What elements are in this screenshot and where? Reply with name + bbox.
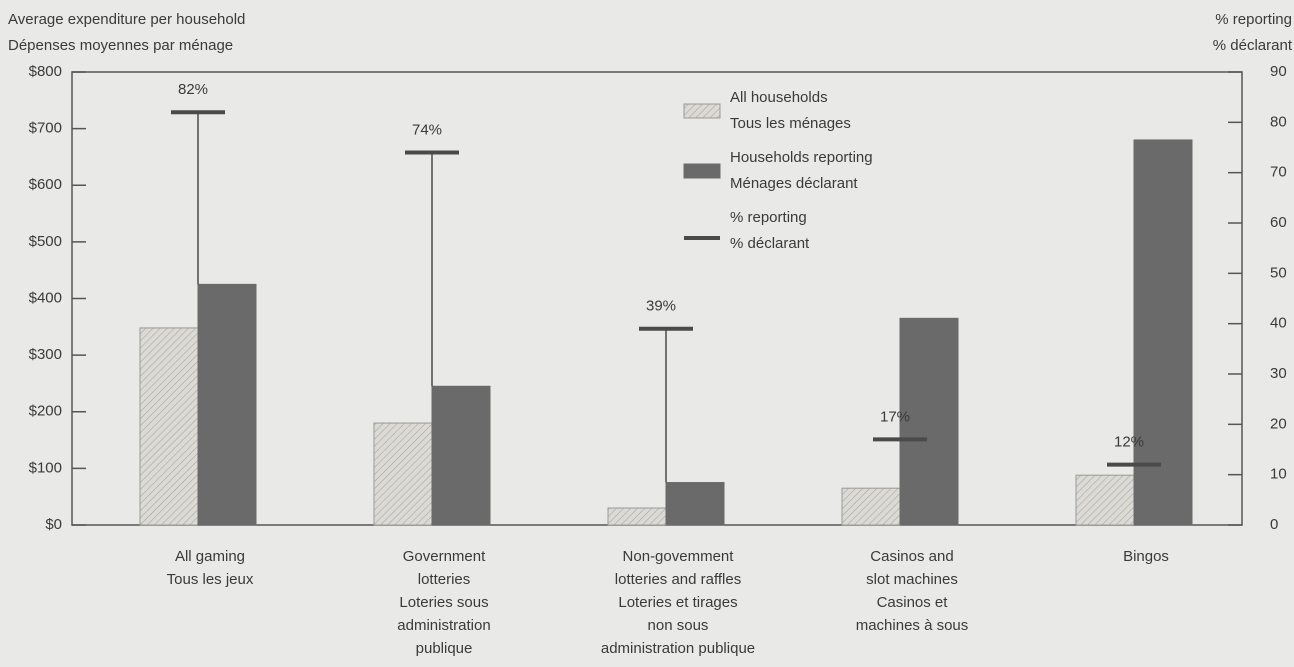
- bar: [431, 385, 491, 526]
- bar: [197, 283, 257, 526]
- bar: [607, 507, 667, 526]
- legend-swatch: [683, 163, 721, 179]
- legend-label: Households reporting: [730, 149, 873, 166]
- x-tick-label: publique: [416, 640, 473, 657]
- x-tick-label: Casinos et: [877, 594, 949, 611]
- y2-tick-label: 40: [1270, 315, 1287, 332]
- legend-label: Tous les ménages: [730, 115, 851, 132]
- y-tick-label: $800: [29, 63, 62, 80]
- y-tick-label: $200: [29, 403, 62, 420]
- y-tick-label: $700: [29, 120, 62, 137]
- data-label: 74%: [412, 122, 442, 139]
- bar: [665, 482, 725, 526]
- y-axis-title: Dépenses moyennes par ménage: [8, 37, 233, 54]
- bar: [139, 327, 199, 526]
- y-tick-label: $100: [29, 459, 62, 476]
- x-tick-label: slot machines: [866, 571, 958, 588]
- y2-axis-title: % déclarant: [1213, 37, 1293, 54]
- y2-tick-label: 60: [1270, 214, 1287, 231]
- data-label: 82%: [178, 81, 208, 98]
- x-tick-label: administration publique: [601, 640, 755, 657]
- x-tick-label: administration: [397, 617, 490, 634]
- x-tick-label: machines à sous: [856, 617, 969, 634]
- bar: [373, 422, 433, 526]
- x-tick-label: non sous: [648, 617, 709, 634]
- y2-tick-label: 0: [1270, 516, 1278, 533]
- y2-tick-label: 10: [1270, 466, 1287, 483]
- data-label: 17%: [880, 408, 910, 425]
- y-tick-label: $300: [29, 346, 62, 363]
- y-tick-label: $0: [45, 516, 62, 533]
- y2-axis-title: % reporting: [1215, 11, 1292, 28]
- x-tick-label: Casinos and: [870, 548, 953, 565]
- y2-tick-label: 80: [1270, 113, 1287, 130]
- legend-label: Ménages déclarant: [730, 175, 858, 192]
- y-axis-title: Average expenditure per household: [8, 11, 245, 28]
- bar: [841, 487, 901, 526]
- x-tick-label: Government: [403, 548, 486, 565]
- x-tick-label: lotteries and raffles: [615, 571, 741, 588]
- x-tick-label: Bingos: [1123, 548, 1169, 565]
- x-tick-label: Loteries et tirages: [618, 594, 737, 611]
- legend-swatch: [683, 103, 721, 119]
- y2-tick-label: 50: [1270, 264, 1287, 281]
- y2-tick-label: 30: [1270, 365, 1287, 382]
- legend-label: % déclarant: [730, 235, 810, 252]
- bar: [1075, 474, 1135, 526]
- data-label: 12%: [1114, 434, 1144, 451]
- y-tick-label: $400: [29, 289, 62, 306]
- y-tick-label: $500: [29, 233, 62, 250]
- y2-tick-label: 90: [1270, 63, 1287, 80]
- x-tick-label: Loteries sous: [399, 594, 488, 611]
- x-tick-label: Tous les jeux: [167, 571, 254, 588]
- x-tick-label: lotteries: [418, 571, 471, 588]
- legend-label: % reporting: [730, 209, 807, 226]
- legend-label: All households: [730, 89, 828, 106]
- y2-tick-label: 20: [1270, 415, 1287, 432]
- bar: [899, 317, 959, 526]
- x-tick-label: Non-govemment: [623, 548, 735, 565]
- y2-tick-label: 70: [1270, 164, 1287, 181]
- data-label: 39%: [646, 298, 676, 315]
- x-tick-label: All gaming: [175, 548, 245, 565]
- bar: [1133, 139, 1193, 526]
- y-tick-label: $600: [29, 176, 62, 193]
